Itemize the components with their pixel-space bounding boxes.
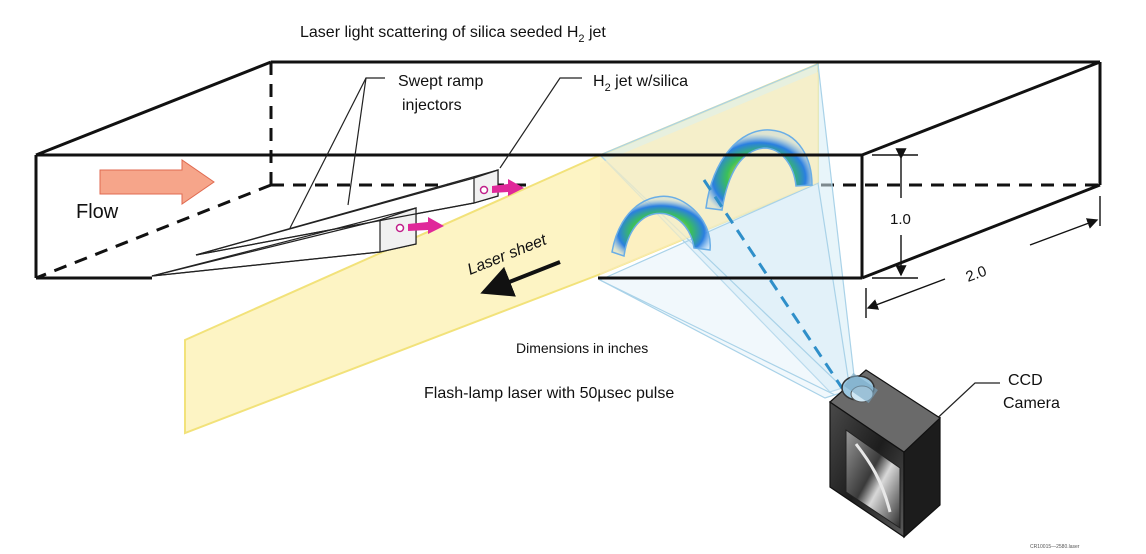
dimension-markers: [865, 148, 1101, 318]
diagram-title: Laser light scattering of silica seeded …: [300, 24, 606, 45]
swept-ramp-injectors: [151, 169, 499, 277]
laser-pulse-note: Flash-lamp laser with 50µsec pulse: [424, 385, 674, 402]
test-section-box: [34, 60, 1102, 280]
ccd-camera-icon: [829, 369, 941, 539]
swept-ramp-injectors-label: Swept ramp: [398, 73, 483, 90]
h2-jet-label: H2 jet w/silica: [593, 73, 688, 94]
swept-ramp-injectors-label-line2: injectors: [402, 97, 462, 114]
ccd-camera-label-line2: Camera: [1003, 395, 1060, 412]
test-section-hidden-edges: [35, 62, 1100, 280]
dimensions-note: Dimensions in inches: [516, 340, 648, 356]
height-dimension-label: 1.0: [890, 211, 911, 228]
width-dimension-label: 2.0: [964, 263, 989, 286]
leader-lines: [289, 77, 1000, 426]
figure-id: CR10015—2580.laser: [1030, 544, 1080, 550]
flow-label: Flow: [76, 201, 119, 223]
ccd-camera-label: CCD: [1008, 372, 1043, 389]
jet-arrows: [408, 179, 524, 234]
laser-direction-arrow: [480, 260, 561, 297]
camera-axis-line: [702, 179, 844, 389]
plume-image: [600, 72, 818, 275]
flow-arrow: [99, 159, 215, 205]
